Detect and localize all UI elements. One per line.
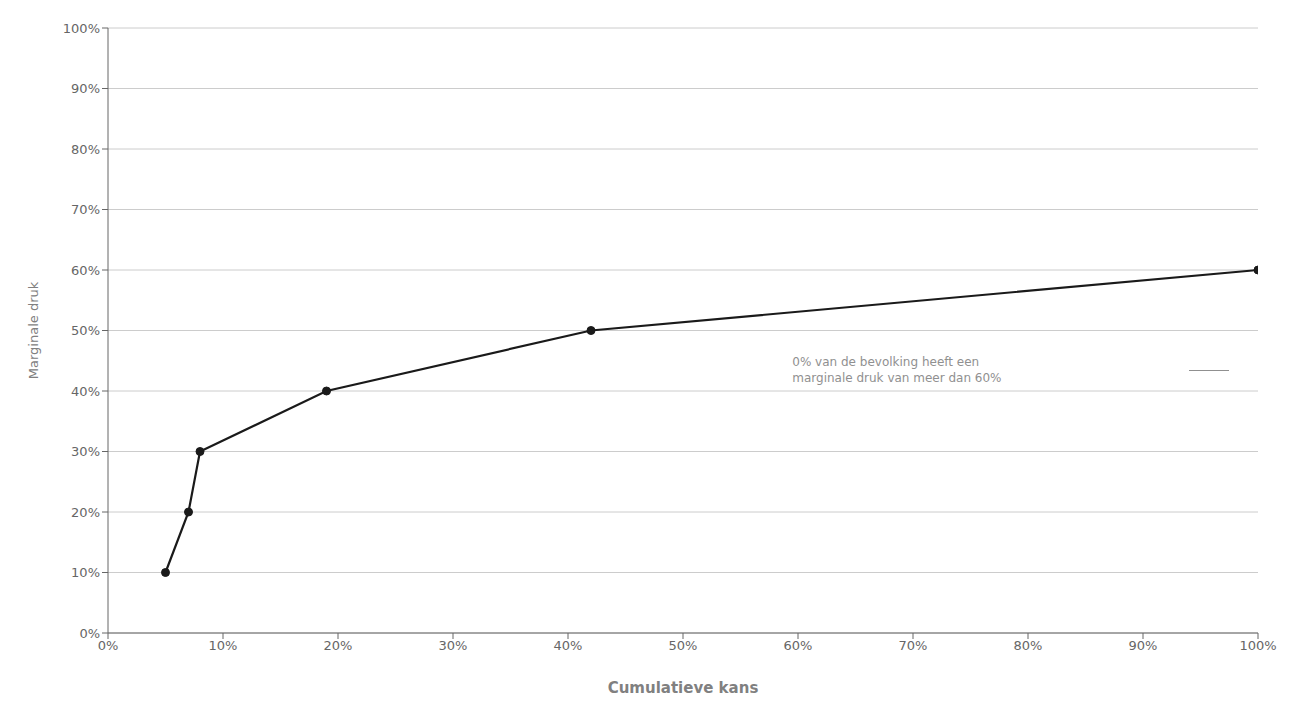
svg-text:100%: 100% (1239, 638, 1276, 653)
svg-text:80%: 80% (71, 142, 100, 157)
svg-text:20%: 20% (71, 505, 100, 520)
svg-text:100%: 100% (63, 21, 100, 36)
svg-text:20%: 20% (324, 638, 353, 653)
svg-text:90%: 90% (71, 81, 100, 96)
svg-text:60%: 60% (71, 263, 100, 278)
svg-text:50%: 50% (71, 323, 100, 338)
svg-text:50%: 50% (669, 638, 698, 653)
html-text:0% van de bevolking heeft een: 0% van de bevolking heeft een marginale … (792, 354, 1002, 385)
svg-text:10%: 10% (71, 565, 100, 580)
svg-text:0%: 0% (98, 638, 119, 653)
svg-text:70%: 70% (899, 638, 928, 653)
svg-text:70%: 70% (71, 202, 100, 217)
svg-text:10%: 10% (209, 638, 238, 653)
svg-text:40%: 40% (554, 638, 583, 653)
svg-text:60%: 60% (784, 638, 813, 653)
svg-text:90%: 90% (1129, 638, 1158, 653)
svg-text:Cumulatieve kans: Cumulatieve kans (608, 679, 759, 697)
svg-text:Marginale druk: Marginale druk (26, 281, 41, 379)
svg-text:30%: 30% (439, 638, 468, 653)
svg-text:80%: 80% (1014, 638, 1043, 653)
svg-text:30%: 30% (71, 444, 100, 459)
svg-text:40%: 40% (71, 384, 100, 399)
svg-text:0%: 0% (79, 626, 100, 641)
